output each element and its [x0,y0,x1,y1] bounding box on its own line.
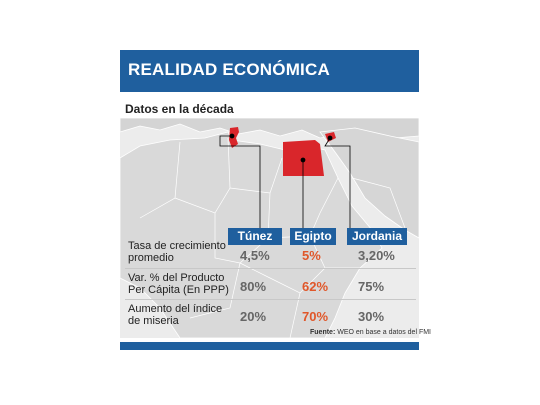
header-bar: REALIDAD ECONÓMICA [120,50,419,92]
page-title: REALIDAD ECONÓMICA [128,60,330,79]
leader-lines [219,133,351,228]
cell-jordania-crecimiento: 3,20% [358,248,395,263]
row-label-miseria: Aumento del índice de miseria [128,303,223,327]
infographic: REALIDAD ECONÓMICA Datos en la década Tú… [120,50,431,350]
cell-jordania-miseria: 30% [358,309,385,324]
cell-tunez-crecimiento: 4,5% [240,248,270,263]
tunisia-highlight [229,127,239,148]
cell-tunez-miseria: 20% [240,309,267,324]
cell-tunez-producto: 80% [240,279,267,294]
row-divider [125,299,416,300]
cell-egipto-producto: 62% [302,279,329,294]
column-header-tunez: Túnez [228,228,282,245]
footer-bar [120,342,419,350]
column-header-egipto: Egipto [290,228,336,245]
row-divider [125,268,416,269]
column-header-jordania: Jordania [347,228,407,245]
cell-jordania-producto: 75% [358,279,385,294]
source-note: Fuente: WEO en base a datos del FMI [310,329,431,336]
row-label-crecimiento: Tasa de crecimiento promedio [128,240,226,264]
row-label-producto: Var. % del Producto Per Cápita (En PPP) [128,272,229,296]
cell-egipto-miseria: 70% [302,309,329,324]
cell-egipto-crecimiento: 5% [302,248,321,263]
subtitle: Datos en la década [125,102,234,116]
